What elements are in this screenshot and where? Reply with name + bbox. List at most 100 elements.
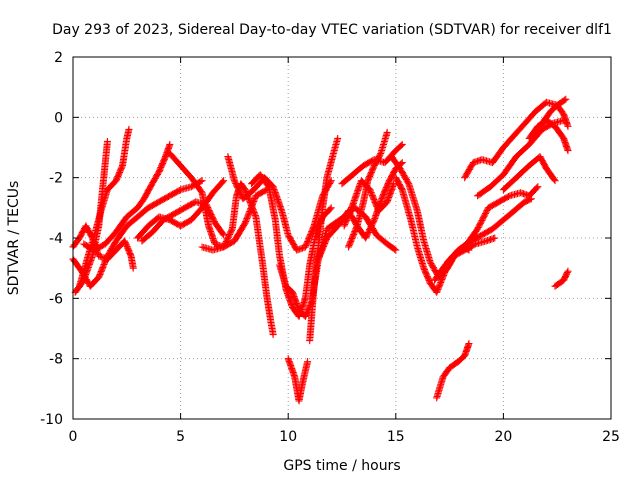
data-point-segment — [362, 217, 378, 242]
data-series — [71, 137, 111, 296]
data-point-segment — [230, 177, 246, 201]
y-tick-label: 0 — [54, 110, 63, 126]
data-point-segment — [101, 229, 119, 248]
data-point-segment — [144, 214, 162, 230]
data-point-segment — [467, 232, 484, 245]
data-point-segment — [91, 208, 105, 239]
chart-title: Day 293 of 2023, Sidereal Day-to-day VTE… — [52, 22, 612, 38]
data-point-segment — [405, 180, 421, 213]
data-point-segment — [454, 353, 468, 366]
data-point-segment — [551, 122, 567, 141]
data-point-segment — [138, 229, 155, 245]
data-point-segment — [360, 178, 371, 206]
data-point-segment — [388, 153, 403, 171]
data-point-segment — [97, 187, 111, 215]
data-point-segment — [553, 101, 567, 117]
data-point-segment — [155, 193, 172, 206]
data-point — [562, 95, 570, 103]
data-point-segment — [121, 237, 134, 259]
data-point — [103, 137, 111, 145]
data-point-segment — [375, 199, 390, 215]
data-point-segment — [177, 162, 194, 181]
data-point-segment — [289, 288, 302, 313]
data-point-segment — [510, 199, 528, 215]
data-point-segment — [258, 258, 270, 298]
data-point — [269, 331, 277, 339]
data-point-segment — [134, 223, 151, 242]
data-point-segment — [155, 154, 169, 176]
y-tick-label: -10 — [40, 412, 63, 428]
data-point-segment — [551, 277, 566, 290]
data-point-segment — [521, 195, 534, 206]
data-point-segment — [271, 216, 283, 258]
data-series — [80, 140, 174, 254]
data-point-segment — [433, 374, 447, 402]
data-point — [304, 358, 312, 366]
y-tick-label: -2 — [49, 171, 63, 187]
data-point-segment — [407, 216, 421, 249]
data-point-segment — [443, 247, 461, 266]
data-point-segment — [396, 165, 412, 186]
data-point-segment — [112, 214, 130, 236]
data-point-segment — [220, 226, 236, 251]
data-point-segment — [345, 223, 360, 251]
data-point-segment — [487, 172, 506, 191]
data-point-segment — [383, 240, 399, 253]
data-point-segment — [323, 223, 341, 242]
data-point-segment — [282, 282, 295, 295]
data-point — [198, 177, 206, 185]
data-point-segment — [499, 133, 517, 151]
data-point-segment — [349, 178, 365, 209]
x-axis-title: GPS time / hours — [283, 458, 400, 474]
data-point-segment — [293, 244, 308, 254]
data-series — [69, 222, 137, 272]
data-point-segment — [420, 237, 434, 265]
data-point — [392, 246, 400, 254]
data-point-segment — [211, 219, 227, 238]
data-point-segment — [474, 205, 492, 233]
data-point-segment — [134, 205, 151, 221]
data-point-segment — [252, 187, 269, 200]
data-point-segment — [538, 109, 554, 127]
data-point-segment — [144, 199, 162, 212]
x-tick-label: 15 — [387, 429, 405, 445]
data-series — [69, 177, 206, 290]
data-series — [388, 153, 473, 281]
data-point-segment — [319, 175, 331, 212]
data-point-segment — [433, 269, 449, 296]
data-point-segment — [323, 220, 338, 233]
data-point — [390, 180, 398, 188]
data-point-segment — [489, 217, 506, 233]
data-point-segment — [119, 136, 131, 170]
data-series — [538, 101, 572, 130]
data-point-segment — [383, 181, 397, 206]
data-series — [551, 267, 572, 290]
data-point — [220, 231, 228, 239]
data-point-segment — [166, 187, 183, 200]
data-point — [465, 340, 473, 348]
data-point-segment — [267, 319, 277, 337]
data-point-segment — [499, 154, 519, 179]
data-point-segment — [209, 178, 227, 197]
data-point-segment — [454, 238, 474, 254]
data-series — [198, 180, 277, 339]
data-point — [220, 177, 228, 185]
y-tick-label: 2 — [54, 50, 63, 66]
data-point-segment — [301, 263, 313, 302]
data-series — [306, 134, 342, 345]
data-point-segment — [224, 153, 238, 183]
data-series — [284, 355, 312, 405]
data-point-segment — [99, 139, 111, 188]
data-series — [474, 116, 568, 200]
data-series — [138, 198, 228, 245]
data-point-segment — [134, 196, 147, 212]
x-tick-label: 5 — [176, 429, 185, 445]
data-point-segment — [398, 186, 414, 222]
data-point-segment — [306, 230, 320, 269]
data-point-segment — [91, 241, 108, 254]
data-point — [166, 140, 174, 148]
data-point — [398, 140, 406, 148]
data-point — [564, 267, 572, 275]
data-series — [461, 95, 570, 182]
x-tick-label: 10 — [279, 429, 297, 445]
